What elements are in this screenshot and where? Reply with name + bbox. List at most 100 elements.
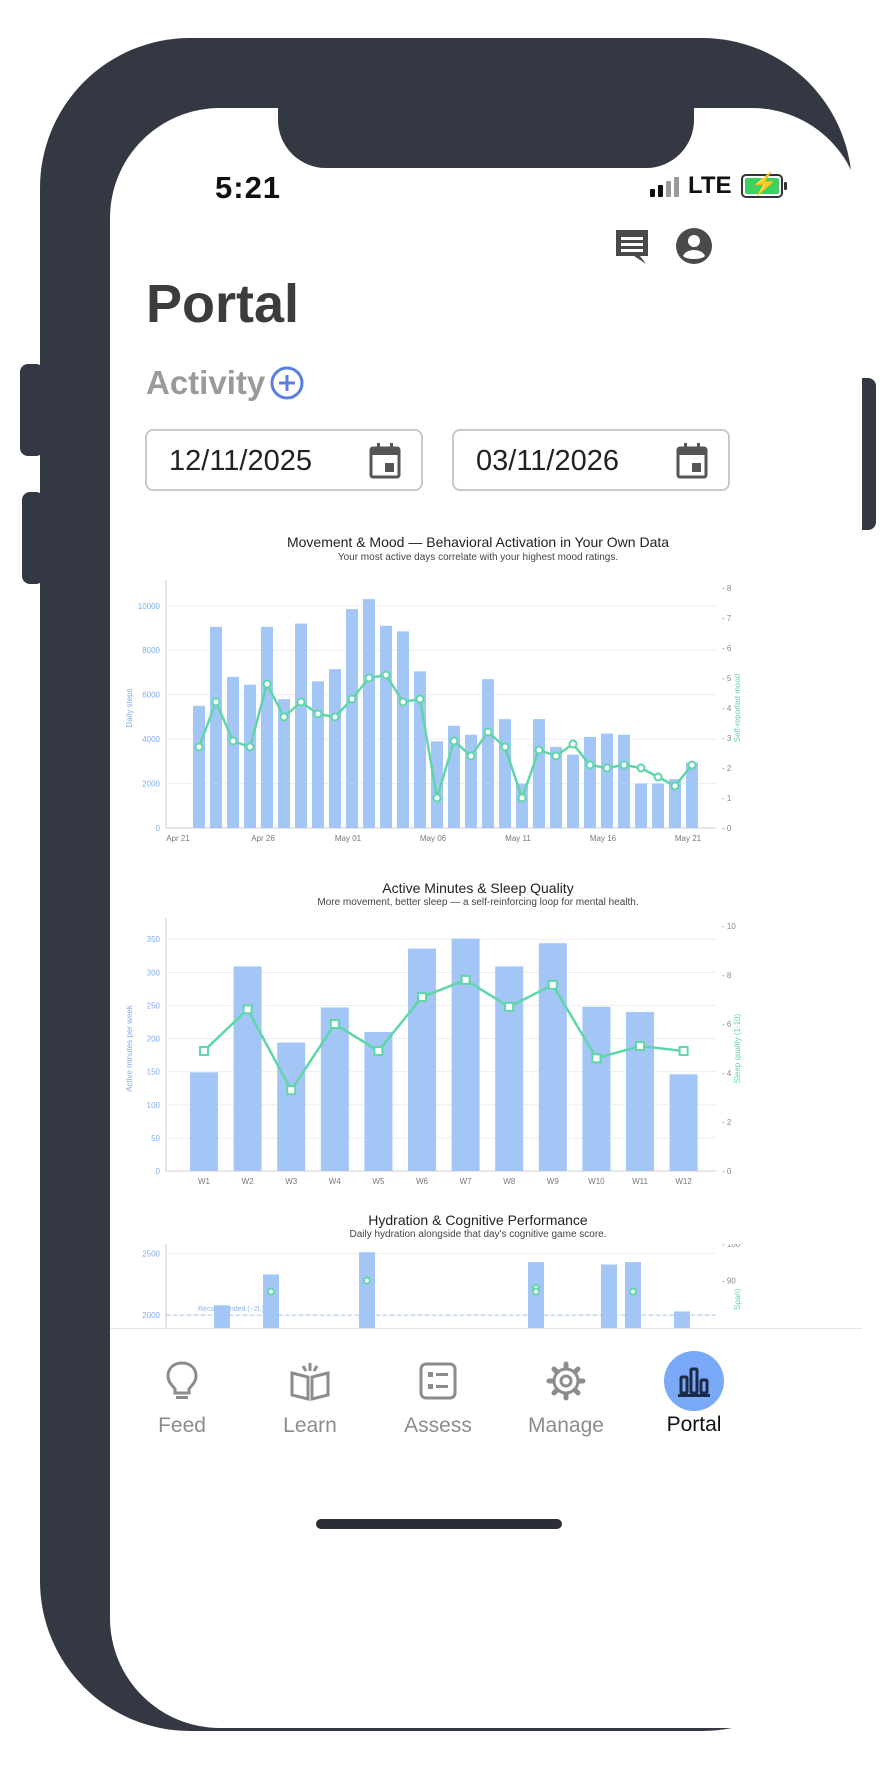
x-tick-label: May 06 — [420, 834, 447, 843]
bar — [346, 609, 358, 828]
tab-manage[interactable]: Manage — [511, 1359, 621, 1438]
bar — [397, 631, 409, 828]
line-point — [347, 694, 357, 704]
bar — [538, 943, 567, 1171]
recommended-label: Recommended (~2L) — [198, 1306, 264, 1313]
notch — [278, 108, 694, 168]
y-tick-label-left: 4000 — [142, 735, 160, 744]
bar-chart-icon — [678, 1367, 710, 1397]
x-tick-label: May 16 — [590, 834, 617, 843]
y-tick-label-left: 0 — [156, 1167, 161, 1176]
book-icon — [290, 1363, 330, 1401]
tab-assess-label: Assess — [404, 1414, 472, 1437]
calendar-icon[interactable] — [369, 443, 401, 479]
bar — [626, 1012, 654, 1171]
chart3-title: Hydration & Cognitive Performance — [368, 1212, 588, 1228]
line-point — [449, 736, 459, 746]
x-tick-label: W7 — [460, 1177, 473, 1186]
chart2-subtitle: More movement, better sleep — a self-rei… — [317, 897, 639, 908]
status-right: LTE ⚡ — [650, 172, 787, 200]
y-tick-label-left: 2500 — [142, 1249, 160, 1258]
bar — [495, 966, 524, 1171]
y-tick-label-left: 100 — [147, 1101, 161, 1110]
x-tick-label: W8 — [503, 1177, 516, 1186]
status-time: 5:21 — [215, 170, 282, 205]
portal-active-indicator — [664, 1351, 724, 1411]
tab-portal-label: Portal — [666, 1413, 722, 1436]
profile-icon[interactable] — [674, 226, 714, 266]
line-point — [228, 736, 238, 746]
line-point — [279, 712, 289, 722]
bar — [482, 679, 494, 828]
end-date-field[interactable]: 03/11/2026 — [452, 429, 730, 491]
x-tick-label: Apr 26 — [251, 834, 275, 843]
tab-portal[interactable]: Portal — [639, 1351, 749, 1437]
tab-feed-label: Feed — [158, 1414, 206, 1437]
line-point — [329, 1019, 340, 1029]
hydration-cognition-chart: 2000 2500 - 90 - 100 Recommended (~2L) Span) — [142, 1244, 742, 1328]
calendar-icon[interactable] — [676, 443, 708, 479]
line-point — [619, 760, 629, 770]
bar — [380, 625, 392, 828]
tab-feed[interactable]: Feed — [127, 1359, 237, 1438]
line-point — [466, 751, 476, 761]
bar — [408, 948, 436, 1171]
y-tick-label-right: - 0 — [722, 1167, 732, 1176]
bar — [451, 938, 480, 1171]
tab-assess[interactable]: Assess — [383, 1359, 493, 1438]
line-point — [547, 979, 558, 990]
bar — [582, 1006, 611, 1171]
tab-learn[interactable]: Learn — [255, 1359, 365, 1438]
end-date-value: 03/11/2026 — [476, 445, 619, 477]
y-tick-label-right: - 4 — [722, 704, 732, 713]
side-button-left-2[interactable] — [22, 492, 44, 584]
line-point — [629, 1287, 637, 1296]
tab-manage-label: Manage — [528, 1414, 604, 1437]
chart2-title: Active Minutes & Sleep Quality — [382, 880, 574, 896]
line-point — [670, 781, 680, 791]
bar — [674, 1311, 690, 1328]
tab-learn-label: Learn — [283, 1414, 337, 1437]
chart3-subtitle: Daily hydration alongside that day's cog… — [349, 1229, 607, 1240]
y-tick-label-left: 50 — [151, 1134, 160, 1143]
x-tick-label: W6 — [416, 1177, 429, 1186]
line-point — [296, 697, 306, 707]
line-point — [636, 763, 646, 773]
y-tick-label-right: - 100 — [722, 1244, 741, 1249]
y-tick-label-left: 2000 — [142, 780, 160, 789]
line-point — [330, 712, 340, 722]
x-tick-label: W2 — [242, 1177, 255, 1186]
line-point — [460, 974, 471, 985]
x-tick-label: May 11 — [505, 834, 531, 843]
signal-icon — [650, 175, 679, 197]
message-icon[interactable] — [612, 226, 652, 266]
y-tick-label-right: - 90 — [722, 1277, 736, 1286]
x-tick-label: May 21 — [675, 834, 702, 843]
y-tick-label-left: 350 — [147, 935, 161, 944]
bar — [686, 762, 698, 828]
page-title: Portal — [146, 274, 300, 334]
bar — [618, 734, 630, 828]
y-tick-label-left: 8000 — [142, 646, 160, 655]
y-tick-label-right: - 6 — [722, 1020, 732, 1029]
line-point — [591, 1053, 602, 1064]
home-indicator[interactable] — [316, 1519, 562, 1529]
start-date-field[interactable]: 12/11/2025 — [145, 429, 423, 491]
y-tick-label-right: - 4 — [722, 1069, 732, 1078]
y-tick-label-right: - 7 — [722, 614, 732, 623]
checklist-icon — [419, 1362, 457, 1400]
y-tick-label-left: 250 — [147, 1001, 161, 1010]
line-point — [313, 709, 323, 719]
line-point — [585, 760, 595, 770]
bar — [233, 966, 262, 1171]
y-tick-label-right: - 8 — [722, 971, 732, 980]
y-tick-label-right: - 0 — [722, 824, 732, 833]
line-point — [678, 1045, 689, 1056]
x-tick-label: W3 — [285, 1177, 298, 1186]
add-circle-icon[interactable] — [269, 365, 305, 401]
start-date-value: 12/11/2025 — [169, 445, 312, 477]
network-label: LTE — [688, 172, 732, 199]
y-tick-label-right: - 8 — [722, 584, 732, 593]
bar — [635, 783, 647, 828]
y-tick-label-left: 150 — [147, 1068, 161, 1077]
